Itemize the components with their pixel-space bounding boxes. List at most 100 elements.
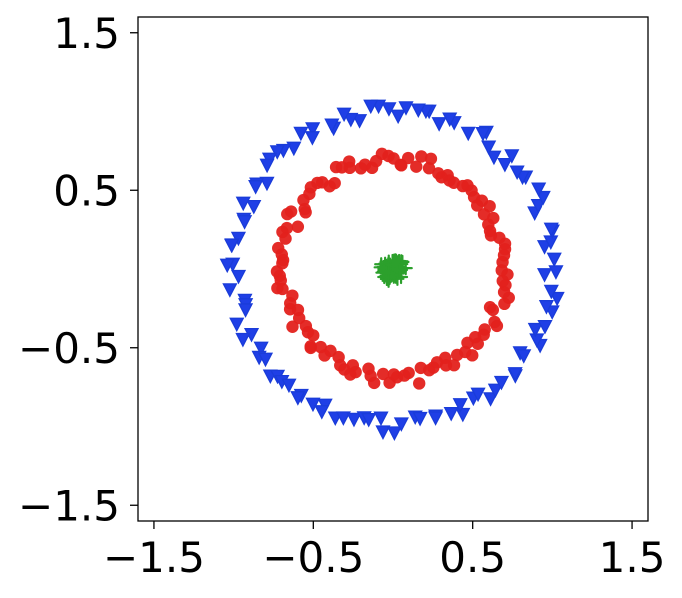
x-tick-label: 1.5 xyxy=(599,533,666,582)
triangle-point xyxy=(219,258,235,274)
triangle-point xyxy=(224,238,240,254)
circle-point xyxy=(424,152,438,165)
triangle-point xyxy=(305,397,321,413)
circle-point xyxy=(413,377,426,390)
triangle-point xyxy=(269,145,285,160)
triangle-point xyxy=(442,112,458,128)
marks-layer xyxy=(219,99,565,441)
triangle-point xyxy=(535,190,551,206)
triangle-point xyxy=(410,103,426,119)
triangle-point xyxy=(324,118,340,134)
triangle-point xyxy=(546,252,562,268)
triangle-point xyxy=(393,417,409,432)
triangle-point xyxy=(237,215,253,230)
circle-point xyxy=(299,206,312,219)
triangle-point xyxy=(257,352,274,368)
triangle-point xyxy=(305,122,321,137)
circle-point xyxy=(279,232,292,245)
triangle-point xyxy=(530,198,546,214)
triangle-point xyxy=(281,378,297,394)
triangle-point xyxy=(527,322,543,338)
triangle-point xyxy=(390,109,406,125)
triangle-point xyxy=(452,398,468,413)
x-tick-label: −0.5 xyxy=(262,533,364,582)
triangle-point xyxy=(293,126,309,142)
y-tick-label: −0.5 xyxy=(18,324,120,373)
triangle-point xyxy=(428,411,444,426)
circle-point xyxy=(291,220,305,233)
triangle-point xyxy=(486,150,502,166)
circle-point xyxy=(376,367,390,381)
triangle-point xyxy=(336,107,352,123)
triangle-point xyxy=(386,426,402,441)
plus-point xyxy=(385,257,401,272)
x-tick-label: −1.5 xyxy=(103,533,205,582)
circle-point xyxy=(307,329,320,342)
triangle-point xyxy=(259,158,275,174)
triangle-point xyxy=(222,283,238,298)
plus-point xyxy=(392,263,408,278)
triangle-point xyxy=(431,117,447,132)
circle-point xyxy=(349,365,362,379)
triangle-point xyxy=(516,349,532,364)
triangle-point xyxy=(549,291,565,307)
triangle-point xyxy=(548,265,564,280)
triangle-point xyxy=(363,99,379,115)
triangle-point xyxy=(504,149,520,164)
triangle-point xyxy=(346,412,362,428)
triangle-point xyxy=(531,182,547,198)
circle-point xyxy=(367,376,381,390)
triangle-point xyxy=(373,411,389,427)
triangle-point xyxy=(493,375,510,391)
triangle-point xyxy=(483,392,499,407)
triangle-point xyxy=(229,317,245,333)
triangle-point xyxy=(537,319,553,335)
triangle-point xyxy=(304,131,320,146)
circle-point xyxy=(304,341,317,355)
triangle-point xyxy=(543,222,559,238)
circle-point xyxy=(329,160,343,174)
axes-frame xyxy=(137,16,649,522)
circle-point xyxy=(422,162,436,175)
triangle-point xyxy=(536,268,553,283)
triangle-point xyxy=(487,383,503,399)
circle-point xyxy=(432,167,445,180)
triangle-point xyxy=(507,367,523,382)
triangle-point xyxy=(497,157,513,173)
triangle-point xyxy=(235,196,251,212)
x-tick-label: 0.5 xyxy=(439,533,506,582)
triangle-point xyxy=(543,284,559,300)
triangle-point xyxy=(412,411,428,427)
circle-point xyxy=(281,207,294,221)
circle-point xyxy=(447,359,461,372)
triangle-point xyxy=(230,269,247,285)
triangle-point xyxy=(509,165,525,181)
triangle-point xyxy=(335,411,351,426)
triangle-point xyxy=(235,332,251,348)
triangle-point xyxy=(343,112,359,128)
circle-point xyxy=(410,160,423,173)
triangle-point xyxy=(246,199,262,215)
y-tick-label: −1.5 xyxy=(18,481,120,530)
circle-point xyxy=(276,282,289,296)
triangle-point xyxy=(253,341,269,357)
circle-point xyxy=(286,320,299,333)
triangle-point xyxy=(460,126,476,142)
y-tick-label: 1.5 xyxy=(53,9,120,58)
triangle-point xyxy=(443,406,459,422)
triangle-point xyxy=(481,140,497,156)
triangle-point xyxy=(361,412,377,428)
circle-point xyxy=(466,349,479,362)
circle-point xyxy=(415,150,428,163)
triangle-point xyxy=(470,387,486,403)
triangle-point xyxy=(351,114,368,129)
ticks-layer: −1.5 −0.5 0.5 1.5 1.5 0.5 −0.5 −1.5 xyxy=(18,9,665,582)
circle-point xyxy=(488,315,501,329)
triangle-point xyxy=(237,303,254,318)
circle-point xyxy=(354,162,368,175)
circle-point xyxy=(439,351,452,365)
plus-point xyxy=(375,265,390,280)
triangle-point xyxy=(398,101,414,116)
